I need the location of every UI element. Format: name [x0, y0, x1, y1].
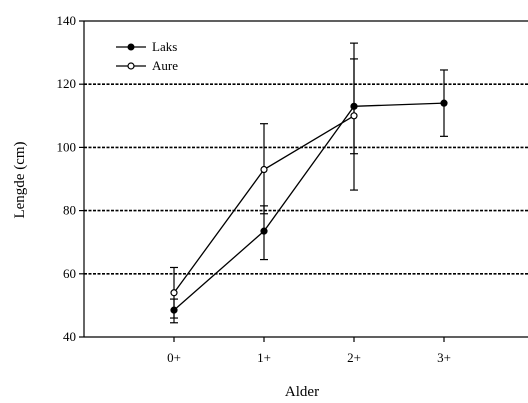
point-laks-1 — [260, 227, 268, 235]
y-tick-label-100: 100 — [57, 139, 77, 154]
legend-marker-aure — [127, 62, 135, 70]
series-layer — [170, 42, 448, 324]
point-laks-3 — [440, 99, 448, 107]
point-aure-2 — [350, 112, 358, 120]
y-axis-title: Lengde (cm) — [12, 141, 28, 218]
series-line-laks — [173, 102, 445, 311]
y-tick-label-140: 140 — [57, 13, 77, 28]
point-aure-1 — [260, 165, 268, 174]
x-axis-title: Alder — [285, 384, 319, 400]
tick-labels: 40 60 80 100 120 140 0+ 1+ 2+ 3+ — [57, 13, 451, 365]
y-tick-label-120: 120 — [57, 76, 77, 91]
axes — [79, 20, 528, 342]
legend: Laks Aure — [116, 39, 178, 73]
y-tick-label-60: 60 — [63, 266, 76, 281]
x-tick-label-3: 3+ — [437, 350, 451, 365]
x-tick-label-1: 1+ — [257, 350, 271, 365]
legend-label-laks: Laks — [152, 39, 177, 54]
legend-marker-laks — [127, 43, 135, 51]
x-tick-label-0: 0+ — [167, 350, 181, 365]
grid-lines — [84, 83, 528, 275]
point-aure-0 — [170, 289, 178, 297]
legend-label-aure: Aure — [152, 58, 178, 73]
y-tick-label-40: 40 — [63, 329, 76, 344]
y-tick-label-80: 80 — [63, 203, 76, 218]
x-tick-label-2: 2+ — [347, 350, 361, 365]
